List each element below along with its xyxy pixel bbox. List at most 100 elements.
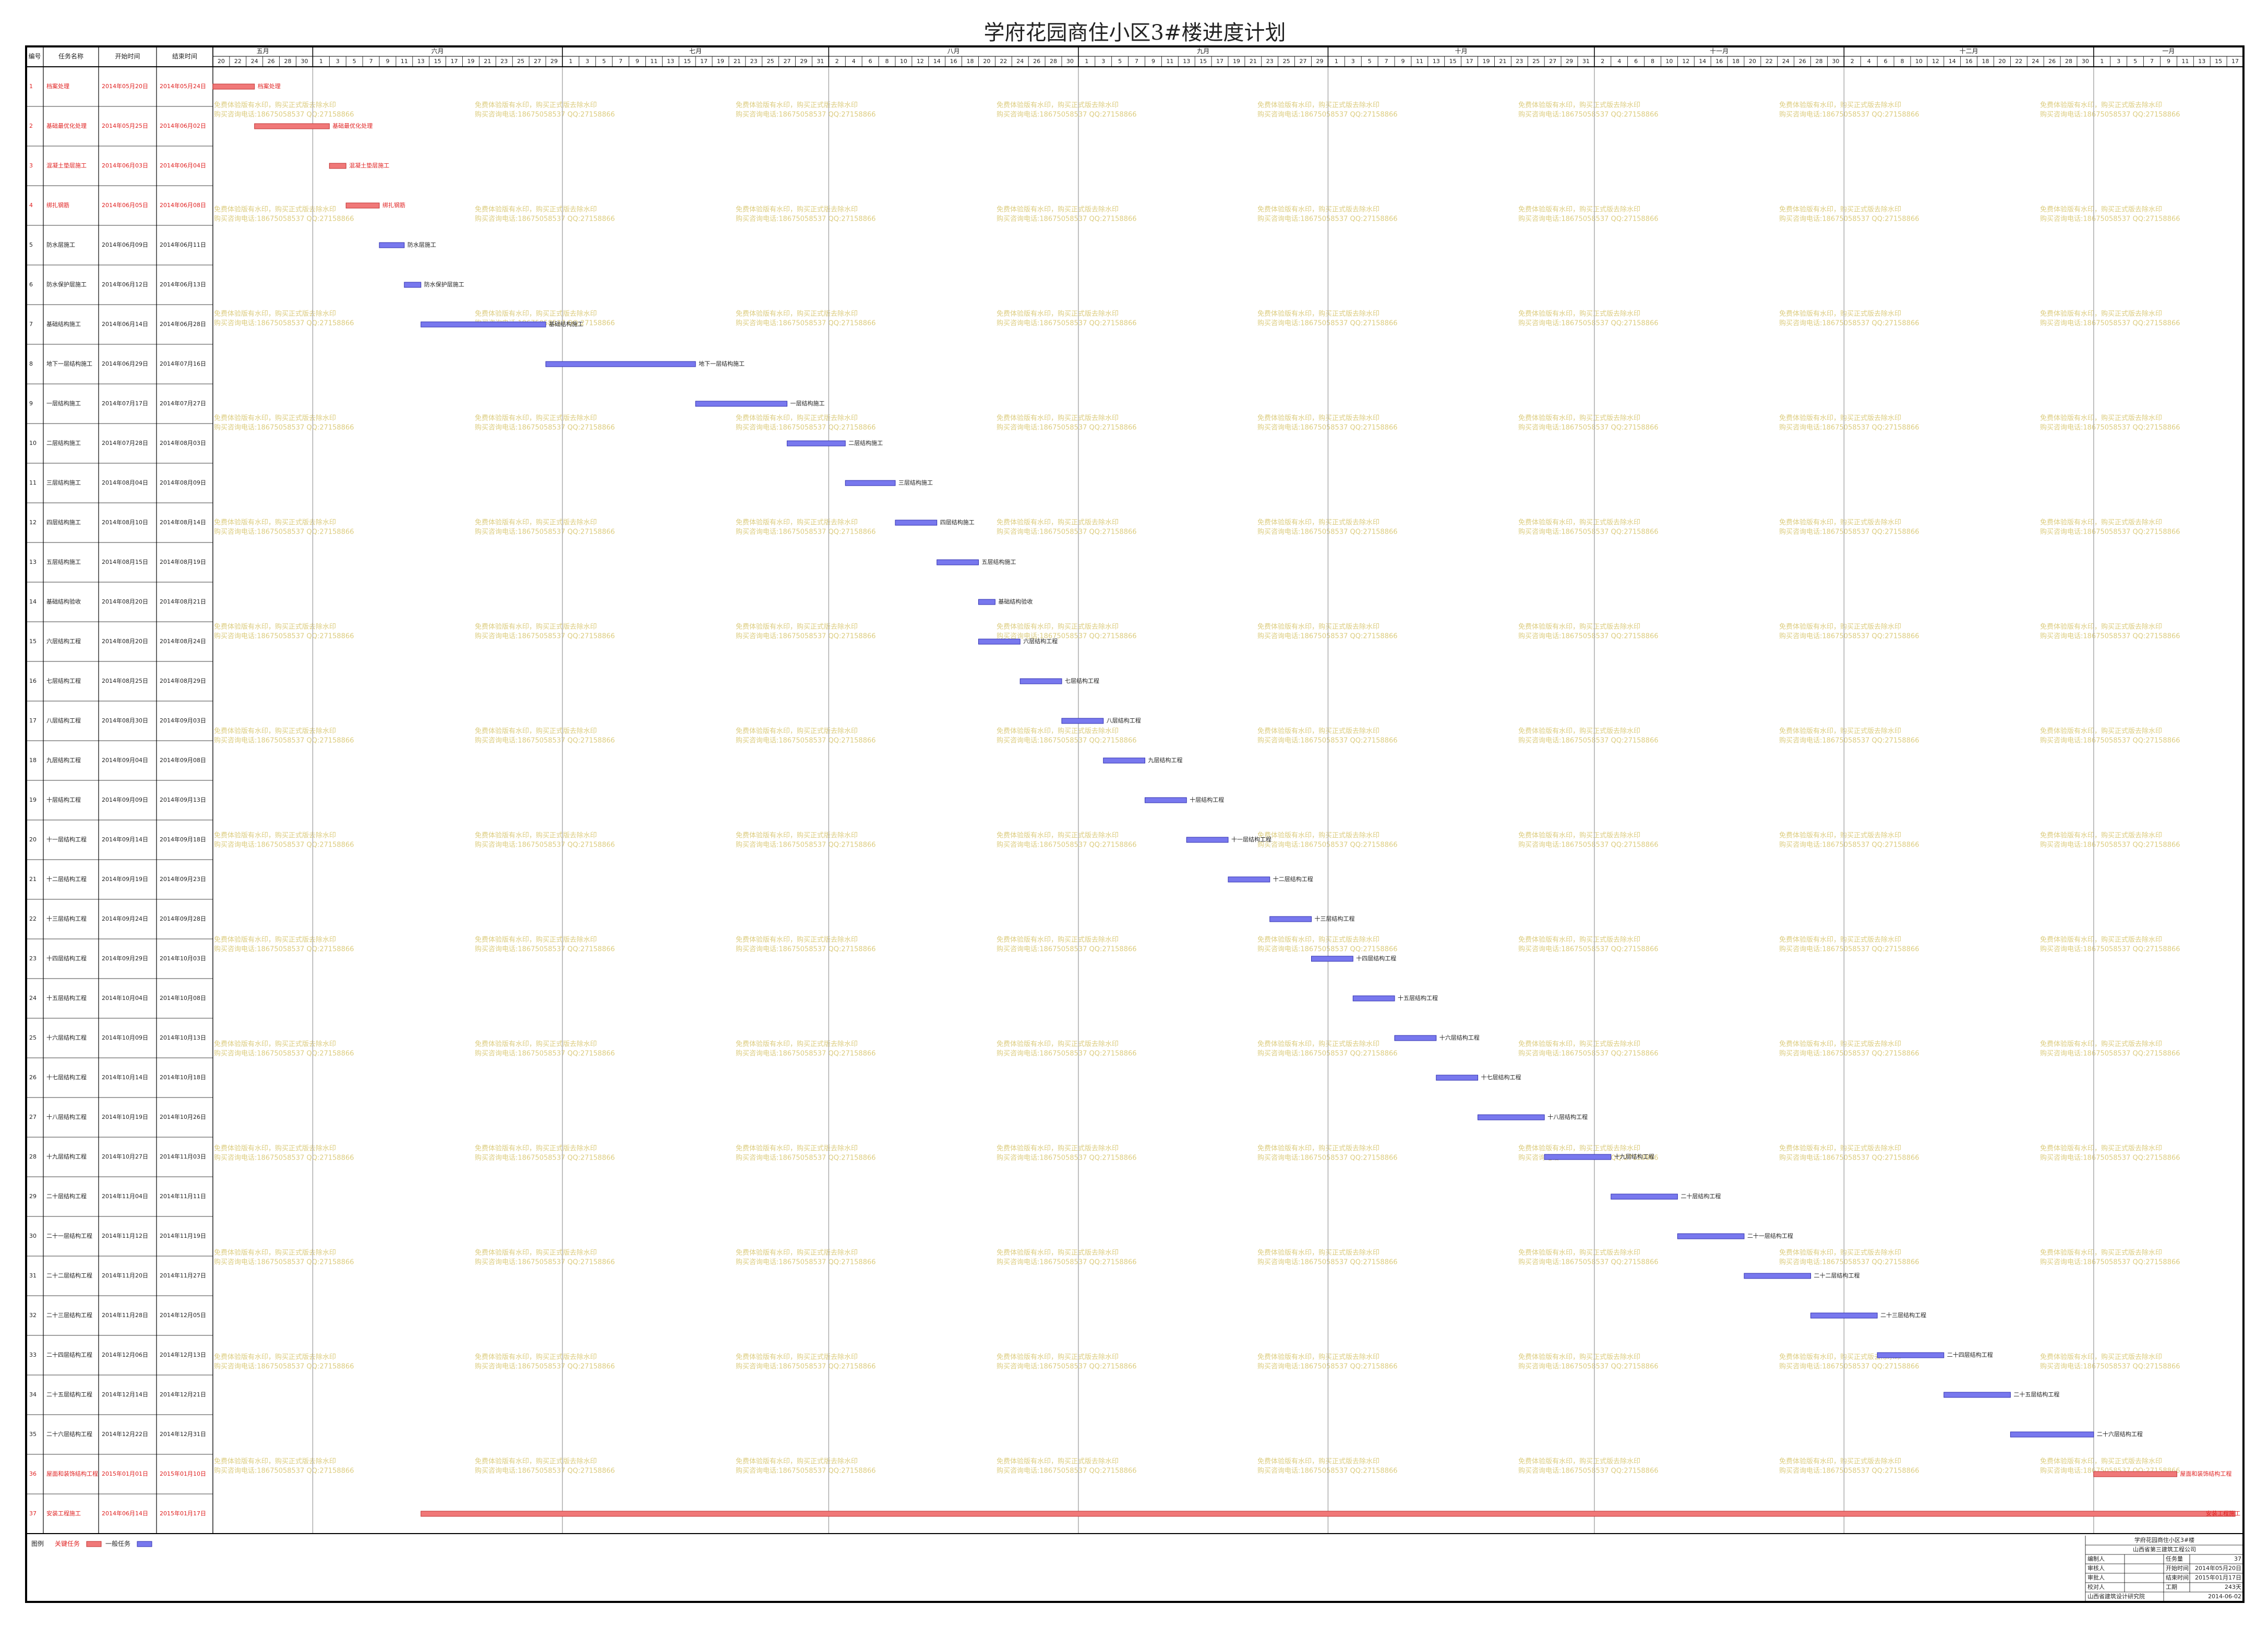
watermark: 免费体验版有水印，购买正式版去除水印 — [475, 936, 597, 944]
task-end: 2014年10月03日 — [160, 955, 206, 962]
info-company: 山西省第三建筑工程公司 — [2133, 1546, 2196, 1553]
watermark: 免费体验版有水印，购买正式版去除水印 — [1257, 936, 1379, 944]
task-id: 23 — [29, 955, 37, 962]
month-label: 十一月 — [1710, 47, 1729, 55]
bar-label: 安装工程施工 — [2206, 1510, 2240, 1517]
watermark: 免费体验版有水印，购买正式版去除水印 — [997, 310, 1119, 318]
watermark: 购买咨询电话:18675058537 QQ:27158866 — [1779, 424, 1919, 432]
day-label: 16 — [1965, 58, 1973, 65]
day-label: 1 — [569, 58, 572, 65]
day-label: 4 — [1617, 58, 1621, 65]
watermark: 免费体验版有水印，购买正式版去除水印 — [736, 623, 858, 631]
task-start: 2014年05月20日 — [102, 82, 148, 90]
watermark: 免费体验版有水印，购买正式版去除水印 — [1518, 936, 1640, 944]
day-label: 7 — [1385, 58, 1388, 65]
day-label: 20 — [1998, 58, 2006, 65]
watermark: 免费体验版有水印，购买正式版去除水印 — [1257, 1249, 1379, 1257]
task-name: 二十五层结构工程 — [46, 1391, 92, 1398]
day-label: 13 — [1433, 58, 1440, 65]
task-name: 绑扎钢筋 — [46, 201, 69, 209]
day-label: 23 — [1516, 58, 1523, 65]
watermark: 购买咨询电话:18675058537 QQ:27158866 — [1257, 215, 1398, 223]
day-label: 10 — [1665, 58, 1673, 65]
day-label: 9 — [1151, 58, 1155, 65]
day-label: 4 — [1867, 58, 1871, 65]
watermark: 购买咨询电话:18675058537 QQ:27158866 — [1518, 111, 1659, 119]
watermark: 免费体验版有水印，购买正式版去除水印 — [214, 310, 336, 318]
watermark: 购买咨询电话:18675058537 QQ:27158866 — [1779, 111, 1919, 119]
watermark: 购买咨询电话:18675058537 QQ:27158866 — [997, 1258, 1137, 1267]
day-label: 8 — [1901, 58, 1904, 65]
watermark: 购买咨询电话:18675058537 QQ:27158866 — [475, 1258, 615, 1267]
task-bar — [1061, 718, 1104, 724]
day-label: 17 — [700, 58, 707, 65]
watermark: 免费体验版有水印，购买正式版去除水印 — [1257, 206, 1379, 214]
task-end: 2014年10月18日 — [160, 1074, 206, 1081]
watermark: 免费体验版有水印，购买正式版去除水印 — [736, 727, 858, 735]
day-label: 24 — [1016, 58, 1024, 65]
task-bar — [2093, 1471, 2177, 1477]
watermark: 购买咨询电话:18675058537 QQ:27158866 — [997, 111, 1137, 119]
task-end: 2014年06月04日 — [160, 162, 206, 169]
task-name: 基础结构验收 — [46, 598, 81, 605]
watermark: 购买咨询电话:18675058537 QQ:27158866 — [997, 737, 1137, 745]
watermark: 免费体验版有水印，购买正式版去除水印 — [214, 1144, 336, 1153]
watermark: 购买咨询电话:18675058537 QQ:27158866 — [1257, 1050, 1398, 1058]
day-label: 5 — [1368, 58, 1372, 65]
watermark: 购买咨询电话:18675058537 QQ:27158866 — [214, 215, 354, 223]
day-label: 25 — [1283, 58, 1290, 65]
info-cell: 编制人 — [2087, 1555, 2105, 1562]
day-label: 3 — [585, 58, 589, 65]
day-label: 9 — [1401, 58, 1405, 65]
watermark: 购买咨询电话:18675058537 QQ:27158866 — [214, 841, 354, 849]
task-end: 2014年07月16日 — [160, 360, 206, 367]
watermark: 购买咨询电话:18675058537 QQ:27158866 — [1779, 319, 1919, 328]
watermark: 购买咨询电话:18675058537 QQ:27158866 — [997, 424, 1137, 432]
day-label: 25 — [1532, 58, 1540, 65]
watermark: 免费体验版有水印，购买正式版去除水印 — [997, 1249, 1119, 1257]
watermark: 购买咨询电话:18675058537 QQ:27158866 — [2040, 319, 2180, 328]
bar-label: 二十五层结构工程 — [2013, 1391, 2059, 1398]
watermark: 免费体验版有水印，购买正式版去除水印 — [1779, 1353, 1901, 1361]
watermark: 免费体验版有水印，购买正式版去除水印 — [736, 831, 858, 840]
watermark: 免费体验版有水印，购买正式版去除水印 — [1257, 310, 1379, 318]
watermark: 免费体验版有水印，购买正式版去除水印 — [2040, 727, 2162, 735]
watermark: 购买咨询电话:18675058537 QQ:27158866 — [997, 1050, 1137, 1058]
day-label: 18 — [1982, 58, 1989, 65]
watermark: 免费体验版有水印，购买正式版去除水印 — [1518, 101, 1640, 110]
task-end: 2014年06月08日 — [160, 201, 206, 209]
day-label: 22 — [1766, 58, 1773, 65]
month-label: 八月 — [947, 47, 960, 55]
task-name: 三层结构施工 — [46, 479, 81, 486]
bar-label: 屋面和装饰结构工程 — [2180, 1470, 2231, 1477]
watermark: 购买咨询电话:18675058537 QQ:27158866 — [1518, 215, 1659, 223]
watermark: 免费体验版有水印，购买正式版去除水印 — [2040, 1353, 2162, 1361]
watermark: 免费体验版有水印，购买正式版去除水印 — [2040, 310, 2162, 318]
watermark: 免费体验版有水印，购买正式版去除水印 — [1779, 1457, 1901, 1466]
task-id: 11 — [29, 479, 37, 486]
watermark: 免费体验版有水印，购买正式版去除水印 — [1779, 101, 1901, 110]
bar-label: 十一层结构工程 — [1231, 836, 1271, 843]
watermark: 购买咨询电话:18675058537 QQ:27158866 — [2040, 1362, 2180, 1371]
day-label: 13 — [2198, 58, 2205, 65]
watermark: 购买咨询电话:18675058537 QQ:27158866 — [1257, 424, 1398, 432]
watermark: 购买咨询电话:18675058537 QQ:27158866 — [1518, 737, 1659, 745]
task-start: 2014年09月29日 — [102, 955, 148, 962]
legend-critical-swatch — [86, 1541, 102, 1547]
task-start: 2014年10月04日 — [102, 994, 148, 1002]
task-bar — [329, 163, 346, 169]
watermark: 免费体验版有水印，购买正式版去除水印 — [1518, 831, 1640, 840]
watermark: 免费体验版有水印，购买正式版去除水印 — [736, 1353, 858, 1361]
day-label: 5 — [353, 58, 356, 65]
month-label: 一月 — [2162, 47, 2175, 55]
legend-normal: 一般任务 — [105, 1540, 130, 1548]
task-end: 2014年07月27日 — [160, 400, 206, 407]
task-id: 26 — [29, 1074, 37, 1081]
watermark: 免费体验版有水印，购买正式版去除水印 — [997, 831, 1119, 840]
task-start: 2014年09月09日 — [102, 796, 148, 803]
task-id: 35 — [29, 1431, 37, 1438]
task-start: 2014年06月05日 — [102, 201, 148, 209]
bar-label: 六层结构工程 — [1023, 637, 1058, 645]
day-label: 29 — [1316, 58, 1323, 65]
watermark: 免费体验版有水印，购买正式版去除水印 — [475, 206, 597, 214]
